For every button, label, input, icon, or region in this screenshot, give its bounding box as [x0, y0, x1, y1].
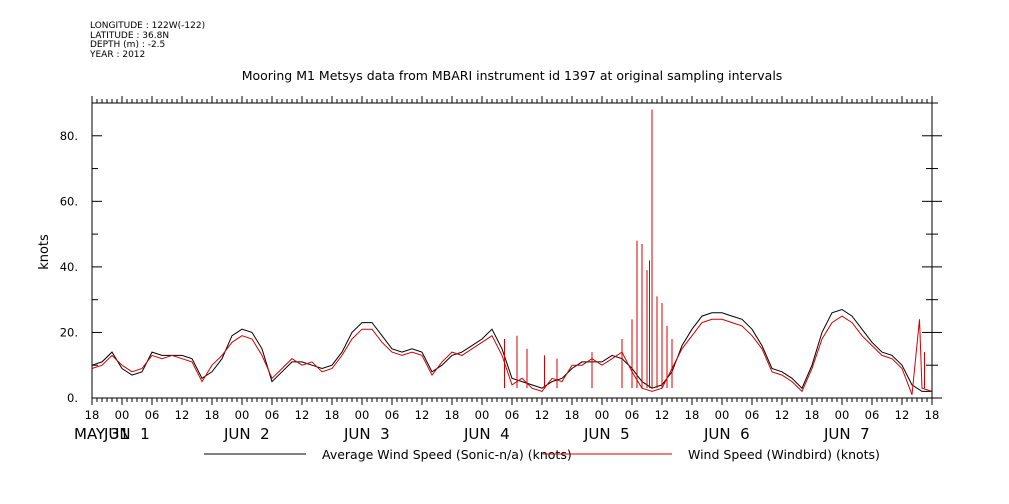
- x-hour-tick-label: 12: [415, 408, 430, 422]
- latitude-label: LATITUDE : 36.8N: [90, 30, 170, 41]
- y-tick-label: 20.: [60, 325, 78, 339]
- legend-entry: Average Wind Speed (Sonic-n/a) (knots): [322, 447, 572, 462]
- x-hour-tick-label: 18: [685, 408, 700, 422]
- x-hour-tick-label: 00: [355, 408, 370, 422]
- series-line-windbird-wind-speed: [91, 315, 933, 395]
- x-hour-tick-label: 18: [805, 408, 820, 422]
- x-hour-tick-label: 00: [715, 408, 730, 422]
- x-hour-tick-label: 00: [235, 408, 250, 422]
- longitude-label: LONGITUDE : 122W(-122): [90, 21, 206, 31]
- x-hour-tick-label: 00: [475, 408, 490, 422]
- x-day-label: JUN 3: [343, 425, 390, 443]
- x-hour-tick-label: 06: [505, 408, 520, 422]
- y-tick-label: 80.: [60, 129, 78, 143]
- plot-frame: [91, 102, 933, 399]
- x-hour-tick-label: 12: [295, 408, 310, 422]
- x-hour-tick-label: 12: [895, 408, 910, 422]
- y-tick-label: 60.: [60, 194, 78, 208]
- x-hour-tick-label: 18: [205, 408, 220, 422]
- x-hour-tick-label: 06: [265, 408, 280, 422]
- x-hour-tick-label: 18: [445, 408, 460, 422]
- x-hour-tick-label: 18: [925, 408, 940, 422]
- x-hour-tick-label: 18: [325, 408, 340, 422]
- chart-title: Mooring M1 Metsys data from MBARI instru…: [241, 68, 783, 83]
- x-hour-tick-label: 00: [115, 408, 130, 422]
- series-line-average-wind-speed: [91, 308, 932, 392]
- depth-label: DEPTH (m) : -2.5: [90, 40, 166, 50]
- y-axis-label: knots: [37, 234, 52, 270]
- x-hour-tick-label: 12: [175, 408, 190, 422]
- x-day-label: JUN 2: [223, 425, 270, 443]
- x-day-label: MAY 31: [74, 425, 129, 443]
- x-hour-tick-label: 06: [625, 408, 640, 422]
- x-day-label: JUN 4: [463, 425, 510, 443]
- x-hour-tick-label: 06: [865, 408, 880, 422]
- y-tick-label: 0.: [67, 391, 78, 405]
- x-hour-tick-label: 18: [85, 408, 100, 422]
- x-day-label: JUN 1: [103, 425, 150, 443]
- x-hour-tick-label: 12: [775, 408, 790, 422]
- legend-entry: Wind Speed (Windbird) (knots): [688, 447, 880, 462]
- x-day-label: JUN 5: [583, 425, 630, 443]
- y-tick-label: 40.: [60, 260, 78, 274]
- x-hour-tick-label: 06: [385, 408, 400, 422]
- x-hour-tick-label: 12: [535, 408, 550, 422]
- x-hour-tick-label: 06: [145, 408, 160, 422]
- x-hour-tick-label: 12: [655, 408, 670, 422]
- x-hour-tick-label: 18: [565, 408, 580, 422]
- x-hour-tick-label: 06: [745, 408, 760, 422]
- x-day-label: JUN 7: [823, 425, 870, 443]
- x-day-label: JUN 6: [703, 425, 750, 443]
- year-label: YEAR : 2012: [90, 49, 146, 60]
- x-hour-tick-label: 00: [835, 408, 850, 422]
- x-hour-tick-label: 00: [595, 408, 610, 422]
